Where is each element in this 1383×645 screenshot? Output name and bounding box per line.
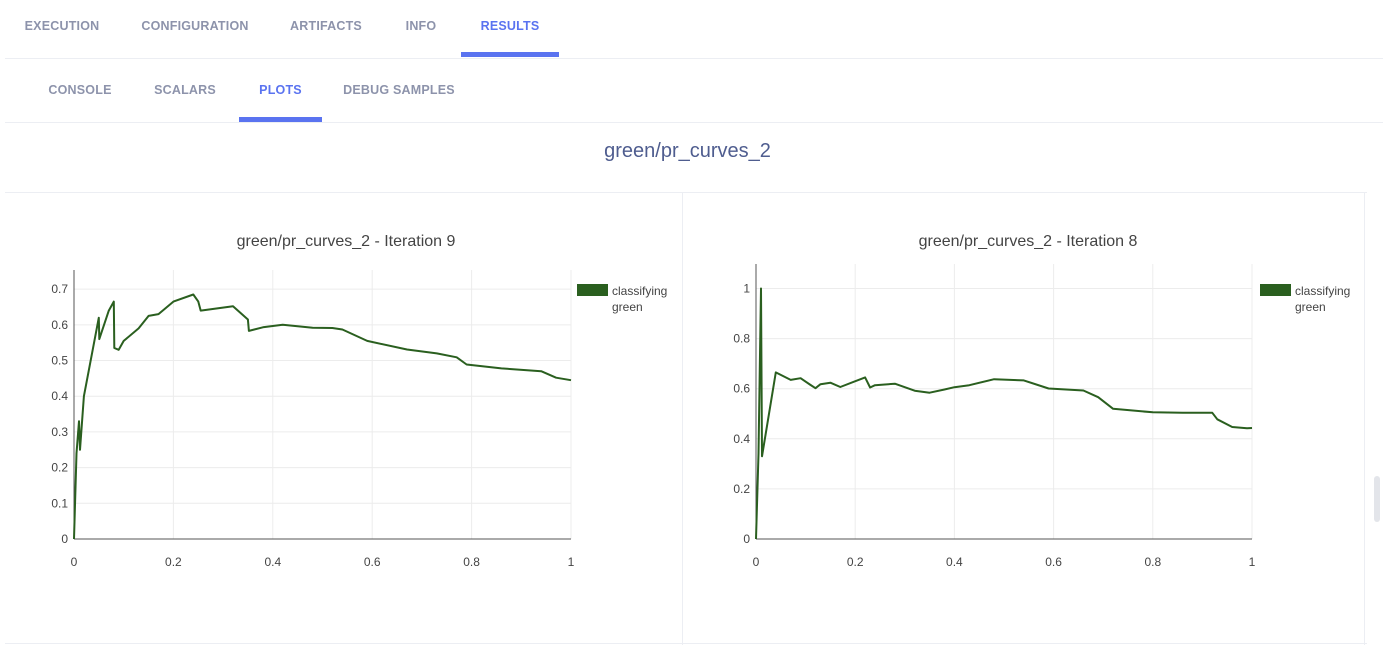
x-tick-label: 0.8 <box>463 555 480 569</box>
y-tick-label: 0.6 <box>51 318 68 332</box>
pr-curve-plot-iteration-9[interactable]: green/pr_curves_2 - Iteration 9 0 0.1 0.2 0… <box>5 193 682 613</box>
series-line-classifying-green <box>73 293 572 540</box>
y-tick-label: 0.3 <box>51 425 68 439</box>
panel-divider <box>682 193 683 645</box>
y-tick-label: 0 <box>743 532 750 546</box>
y-tick-label: 0.1 <box>51 496 68 510</box>
x-tick-label: 0.4 <box>264 555 281 569</box>
divider <box>5 643 1367 644</box>
tab-console[interactable]: CONSOLE <box>48 83 112 97</box>
x-tick-label: 0.8 <box>1144 555 1161 569</box>
y-tick-label: 0.6 <box>733 382 750 396</box>
legend-swatch <box>577 284 608 296</box>
y-tick-label: 0.2 <box>733 482 750 496</box>
legend-swatch <box>1260 284 1291 296</box>
y-tick-label: 0.7 <box>51 282 68 296</box>
y-tick-label: 0.5 <box>51 354 68 368</box>
x-tick-label: 0.2 <box>847 555 864 569</box>
panel-divider <box>1364 193 1365 645</box>
plot-title: green/pr_curves_2 - Iteration 8 <box>919 233 1138 250</box>
y-tick-label: 0.2 <box>51 461 68 475</box>
x-tick-label: 0.4 <box>946 555 963 569</box>
plot-group-title: green/pr_curves_2 <box>604 140 771 162</box>
x-tick-label: 0 <box>71 555 78 569</box>
tab-info[interactable]: INFO <box>405 19 437 33</box>
tab-results[interactable]: RESULTS <box>461 0 559 57</box>
x-tick-label: 0 <box>753 555 760 569</box>
tab-scalars[interactable]: SCALARS <box>154 83 216 97</box>
tab-artifacts[interactable]: ARTIFACTS <box>290 19 362 33</box>
series-line-classifying-green <box>755 287 1253 540</box>
x-tick-label: 0.6 <box>1045 555 1062 569</box>
tab-execution[interactable]: EXECUTION <box>24 19 100 33</box>
results-subtabs-bar: CONSOLE SCALARS PLOTS DEBUG SAMPLES <box>5 59 1383 123</box>
divider <box>5 192 1367 193</box>
y-tick-label: 0.4 <box>733 432 750 446</box>
legend[interactable]: classifying green <box>577 284 667 314</box>
x-tick-label: 1 <box>568 555 575 569</box>
y-tick-label: 0 <box>61 532 68 546</box>
main-tabs-bar: EXECUTION CONFIGURATION ARTIFACTS INFO R… <box>5 0 1383 59</box>
tab-plots[interactable]: PLOTS <box>239 59 322 122</box>
legend-label: classifying green <box>612 284 667 314</box>
plot-title: green/pr_curves_2 - Iteration 9 <box>237 233 456 250</box>
legend[interactable]: classifying green <box>1260 284 1350 314</box>
y-tick-label: 1 <box>743 282 750 296</box>
x-tick-label: 0.2 <box>165 555 182 569</box>
y-tick-label: 0.4 <box>51 389 68 403</box>
x-tick-label: 0.6 <box>364 555 381 569</box>
tab-debug-samples[interactable]: DEBUG SAMPLES <box>343 83 455 97</box>
y-tick-label: 0.8 <box>733 332 750 346</box>
legend-label: classifying green <box>1295 284 1350 314</box>
x-tick-label: 1 <box>1249 555 1256 569</box>
vertical-scrollbar[interactable] <box>1374 476 1380 522</box>
pr-curve-plot-iteration-8[interactable]: green/pr_curves_2 - Iteration 8 0 0.2 0.4 0… <box>683 193 1364 613</box>
tab-configuration[interactable]: CONFIGURATION <box>141 19 249 33</box>
